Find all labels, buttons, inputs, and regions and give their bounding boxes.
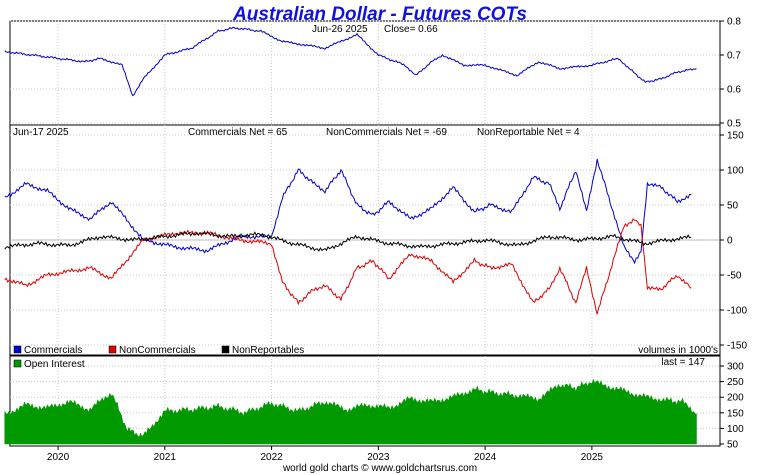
open-interest-panel: 300 250 200 150 100 50 Open Interest last = 1… xyxy=(4,355,744,451)
line-nonreportables xyxy=(4,230,692,252)
y-tick-label-0-1: 0.7 xyxy=(727,51,741,62)
line-commercials xyxy=(4,158,692,265)
price-panel-frame xyxy=(9,20,721,126)
y-tick-label-1-0: 150 xyxy=(727,131,744,142)
legend-commercials: Commercials xyxy=(24,345,82,356)
y-tick-label-2-0: 300 xyxy=(727,362,744,373)
y-tick-label-1-1: 100 xyxy=(727,166,744,177)
legend-swatch-open-interest xyxy=(13,359,22,368)
oi-y-ticks: 300 250 200 150 100 50 xyxy=(720,362,744,451)
nonreportable-net-label: NonReportable Net = 4 xyxy=(477,127,580,138)
price-date-label: Jun-26 2025 xyxy=(312,24,368,35)
price-y-ticks: 0.8 0.7 0.6 0.5 xyxy=(720,17,741,130)
x-axis-ticks: 2020 2021 2022 2023 2024 2025 xyxy=(47,446,604,463)
y-tick-label-0-2: 0.6 xyxy=(727,85,741,96)
legend-noncommercials: NonCommercials xyxy=(119,345,196,356)
commercials-net-label: Commercials Net = 65 xyxy=(188,127,288,138)
price-series xyxy=(4,26,697,97)
x-tick-label-3: 2023 xyxy=(367,452,390,463)
net-date-label: Jun-17 2025 xyxy=(13,127,69,138)
y-tick-label-0-0: 0.8 xyxy=(727,17,741,28)
legend-swatch-noncommercials xyxy=(108,345,117,354)
price-gridlines xyxy=(10,20,720,125)
line-noncommercials xyxy=(4,218,692,315)
y-tick-label-1-6: -150 xyxy=(727,341,747,352)
y-tick-label-1-5: -100 xyxy=(727,306,747,317)
last-value-label: last = 147 xyxy=(661,357,705,368)
net-positions-panel: 150 100 50 0 -50 -100 -150 Jun-17 2025 Commerc… xyxy=(4,124,747,356)
x-tick-label-1: 2021 xyxy=(154,452,177,463)
y-tick-label-2-4: 100 xyxy=(727,424,744,435)
legend-open-interest: Open Interest xyxy=(24,359,85,370)
x-tick-label-5: 2025 xyxy=(581,452,604,463)
y-tick-label-1-2: 50 xyxy=(727,201,739,212)
net-y-ticks: 150 100 50 0 -50 -100 -150 xyxy=(720,131,747,352)
legend-swatch-commercials xyxy=(13,345,22,354)
oi-panel-frame xyxy=(9,355,721,447)
y-tick-label-2-3: 150 xyxy=(727,408,744,419)
oi-series xyxy=(4,378,697,445)
price-close-label: Close= 0.66 xyxy=(384,24,438,35)
y-tick-label-2-1: 250 xyxy=(727,377,744,388)
y-tick-label-2-5: 50 xyxy=(727,440,739,451)
noncommercials-net-label: NonCommercials Net = -69 xyxy=(326,127,447,138)
x-tick-label-4: 2024 xyxy=(474,452,497,463)
x-tick-label-2: 2022 xyxy=(260,452,283,463)
y-tick-label-1-4: -50 xyxy=(727,271,742,282)
net-series xyxy=(4,158,692,315)
chart-title: Australian Dollar - Futures COTs xyxy=(232,4,527,25)
line-price xyxy=(4,26,697,97)
legend-nonreportables: NonReportables xyxy=(232,345,304,356)
area-open-interest xyxy=(4,378,697,445)
legend-swatch-nonreportables xyxy=(221,345,230,354)
units-note: volumes in 1000's xyxy=(638,345,718,356)
y-tick-label-1-3: 0 xyxy=(727,236,733,247)
y-tick-label-0-3: 0.5 xyxy=(727,119,741,130)
footer-credit: world gold charts © www.goldchartsrus.co… xyxy=(282,463,477,474)
x-tick-label-0: 2020 xyxy=(47,452,70,463)
price-panel: 0.8 0.7 0.6 0.5 Jun-26 2025 Close= 0.66 xyxy=(4,17,741,130)
y-tick-label-2-2: 200 xyxy=(727,393,744,404)
